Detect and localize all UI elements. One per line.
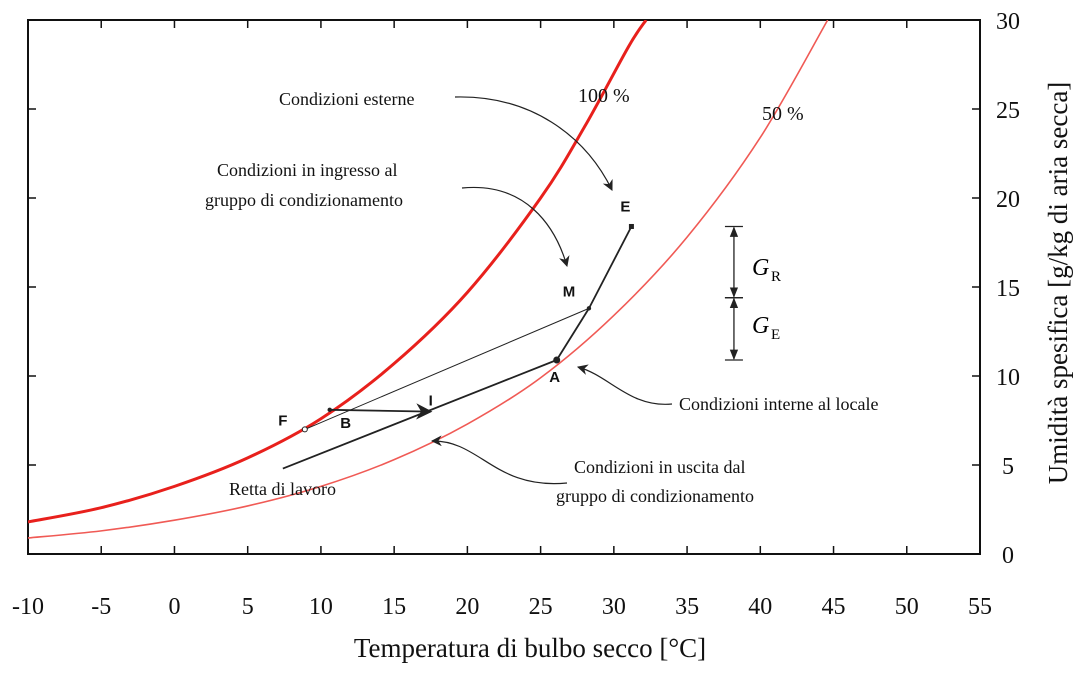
x-tick-label: 30 bbox=[602, 594, 626, 620]
annotation-ingresso-line1: Condizioni in ingresso al bbox=[217, 160, 397, 180]
y-tick-label: 15 bbox=[996, 276, 1020, 302]
state-points: E M A I B F bbox=[278, 198, 634, 433]
annotation-uscita-line1: Condizioni in uscita dal bbox=[574, 457, 745, 477]
x-tick-label: 40 bbox=[748, 594, 772, 620]
plot-area bbox=[27, 19, 981, 555]
x-axis-label: Temperatura di bulbo secco [°C] bbox=[354, 633, 706, 663]
annotation-condizioni-esterne: Condizioni esterne bbox=[279, 89, 414, 109]
line-M-F bbox=[304, 307, 590, 430]
x-tick-label: 0 bbox=[168, 594, 180, 620]
axis-ticks: -10 -5 0 5 10 15 20 25 30 35 40 45 50 55 0 5 10 15 20 25 30 bbox=[12, 9, 1020, 620]
point-A-label: A bbox=[549, 369, 560, 386]
point-M-label: M bbox=[563, 283, 576, 300]
g-r-main: G bbox=[752, 255, 769, 281]
y-axis-label: Umidità spesifica [g/kg di aria secca] bbox=[1043, 82, 1073, 485]
point-A-marker bbox=[553, 356, 561, 364]
g-brackets bbox=[724, 225, 743, 361]
g-r-sub: R bbox=[771, 269, 781, 285]
retta-di-lavoro-line bbox=[282, 359, 558, 470]
point-B-marker bbox=[327, 407, 332, 413]
annotation-retta-di-lavoro: Retta di lavoro bbox=[229, 479, 336, 499]
point-E-marker bbox=[628, 223, 634, 229]
x-tick-label: -10 bbox=[12, 594, 44, 620]
line-E-M bbox=[588, 226, 633, 309]
y-tick-label: 5 bbox=[1002, 454, 1014, 480]
g-r-label: G R bbox=[752, 255, 781, 285]
curve-label-50: 50 % bbox=[762, 103, 804, 125]
annotation-condizioni-interne: Condizioni interne al locale bbox=[679, 394, 878, 414]
y-tick-label: 20 bbox=[996, 187, 1020, 213]
process-lines bbox=[282, 226, 633, 470]
x-tick-label: 35 bbox=[675, 594, 699, 620]
curve-50-percent bbox=[28, 20, 829, 539]
point-B-label: B bbox=[340, 415, 351, 432]
x-tick-label: -5 bbox=[91, 594, 111, 620]
point-F-marker bbox=[301, 426, 308, 433]
annotation-uscita-line2: gruppo di condizionamento bbox=[556, 486, 754, 506]
curve-label-100: 100 % bbox=[578, 85, 630, 107]
line-B-I bbox=[329, 403, 433, 420]
x-tick-label: 5 bbox=[242, 594, 254, 620]
y-tick-label: 25 bbox=[996, 98, 1020, 124]
y-tick-label: 0 bbox=[1002, 543, 1014, 569]
x-tick-label: 50 bbox=[895, 594, 919, 620]
saturation-curves bbox=[28, 20, 829, 539]
leader-arrow-interne bbox=[576, 364, 673, 405]
point-M-marker bbox=[586, 306, 592, 311]
leader-arrow-ingresso bbox=[461, 186, 570, 268]
annotation-ingresso-line2: gruppo di condizionamento bbox=[205, 190, 403, 210]
y-tick-label: 10 bbox=[996, 365, 1020, 391]
point-E-label: E bbox=[620, 198, 630, 215]
leader-arrow-uscita bbox=[430, 435, 568, 485]
x-tick-label: 45 bbox=[822, 594, 846, 620]
x-tick-label: 20 bbox=[455, 594, 479, 620]
x-tick-label: 25 bbox=[529, 594, 553, 620]
x-tick-label: 10 bbox=[309, 594, 333, 620]
g-e-main: G bbox=[752, 313, 769, 339]
curve-100-percent bbox=[28, 20, 648, 524]
y-tick-label: 30 bbox=[996, 9, 1020, 35]
leader-arrow-esterne bbox=[454, 96, 613, 191]
line-M-A bbox=[555, 307, 590, 361]
point-F-label: F bbox=[278, 412, 287, 429]
x-tick-label: 55 bbox=[968, 594, 992, 620]
g-e-sub: E bbox=[771, 327, 780, 343]
point-I-label: I bbox=[429, 393, 433, 410]
g-e-label: G E bbox=[752, 313, 780, 343]
x-tick-label: 15 bbox=[382, 594, 406, 620]
